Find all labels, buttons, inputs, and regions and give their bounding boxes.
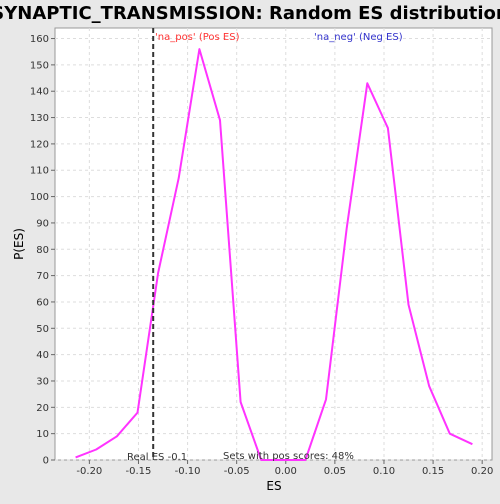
y-tick-label: 110: [30, 166, 49, 177]
chart-title: SYNAPTIC_TRANSMISSION: Random ES distrib…: [0, 3, 500, 24]
annotations: 'na_pos' (Pos ES) 'na_neg' (Neg ES) Real…: [127, 28, 403, 463]
y-tick-label: 30: [36, 376, 49, 387]
x-tick-label: -0.20: [76, 466, 102, 477]
y-tick-label: 150: [30, 60, 49, 71]
grid: [55, 28, 492, 461]
sets-with-pos-scores-label: Sets with pos scores: 48%: [223, 451, 354, 462]
y-tick-label: 100: [30, 192, 49, 203]
y-tick-label: 20: [36, 403, 49, 414]
y-axis-label: P(ES): [12, 228, 26, 260]
series-layer: [75, 48, 473, 461]
x-tick-label: 0.15: [422, 466, 444, 477]
neg-es-label: 'na_neg' (Neg ES): [314, 32, 403, 43]
real-es-label: Real ES -0.1: [127, 452, 187, 463]
plot-area: [54, 27, 493, 461]
y-tick-label: 0: [43, 456, 49, 467]
y-tick-label: 50: [36, 324, 49, 335]
y-axis-ticks: 0 10 20 30 40 50 60 70 80 90 100 110 120 130 140 150 160: [30, 34, 55, 467]
y-tick-label: 160: [30, 34, 49, 45]
y-tick-label: 80: [36, 245, 49, 256]
y-tick-label: 120: [30, 139, 49, 150]
x-tick-label: -0.10: [175, 466, 201, 477]
x-tick-label: 0.05: [324, 466, 346, 477]
y-tick-label: 60: [36, 297, 49, 308]
y-tick-label: 90: [36, 218, 49, 229]
y-tick-label: 130: [30, 113, 49, 124]
y-tick-label: 40: [36, 350, 49, 361]
series-line: [75, 48, 473, 461]
x-tick-label: -0.15: [126, 466, 152, 477]
x-axis-label: ES: [266, 479, 281, 493]
x-tick-label: 0.10: [373, 466, 395, 477]
x-axis-ticks: -0.20 -0.15 -0.10 -0.05 0.00 0.05 0.10 0.15 0.20: [76, 460, 493, 477]
x-tick-label: 0.20: [471, 466, 493, 477]
x-tick-label: -0.05: [224, 466, 250, 477]
pos-es-label: 'na_pos' (Pos ES): [155, 32, 240, 43]
y-tick-label: 140: [30, 87, 49, 98]
x-tick-label: 0.00: [275, 466, 297, 477]
y-tick-label: 10: [36, 429, 49, 440]
y-tick-label: 70: [36, 271, 49, 282]
